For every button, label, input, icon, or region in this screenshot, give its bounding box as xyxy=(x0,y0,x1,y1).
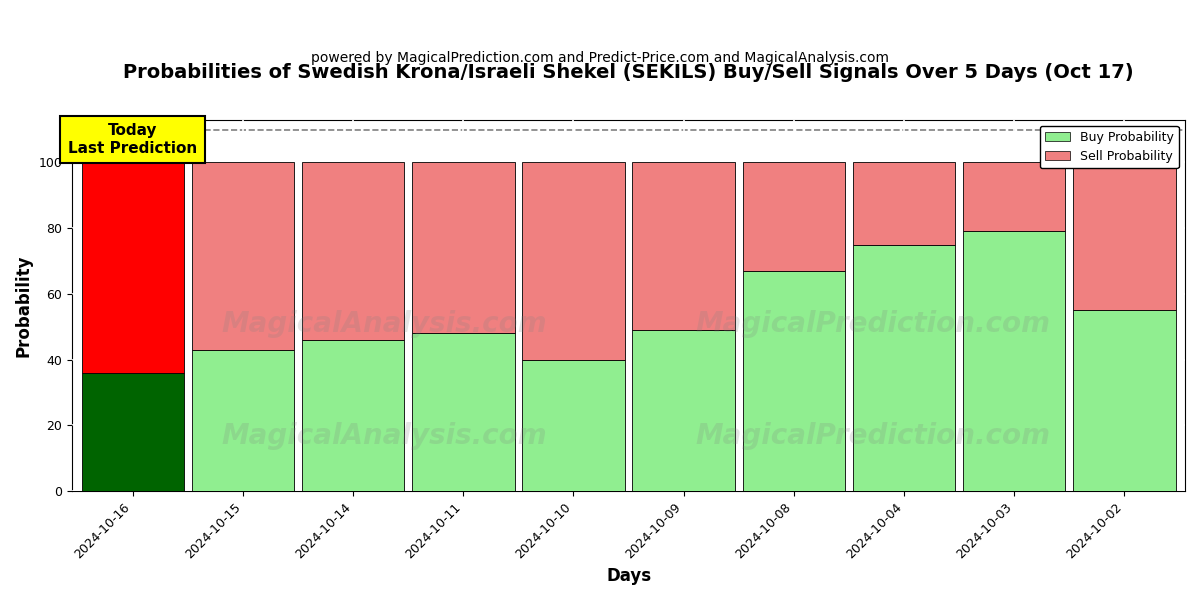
Text: Today
Last Prediction: Today Last Prediction xyxy=(68,123,197,155)
Legend: Buy Probability, Sell Probability: Buy Probability, Sell Probability xyxy=(1040,126,1178,168)
Bar xyxy=(192,350,294,491)
Text: MagicalPrediction.com: MagicalPrediction.com xyxy=(696,422,1051,449)
Bar xyxy=(82,373,184,491)
Bar xyxy=(853,163,955,245)
Bar xyxy=(632,330,734,491)
Bar xyxy=(853,245,955,491)
Text: MagicalAnalysis.com: MagicalAnalysis.com xyxy=(221,422,546,449)
Bar xyxy=(302,340,404,491)
Text: powered by MagicalPrediction.com and Predict-Price.com and MagicalAnalysis.com: powered by MagicalPrediction.com and Pre… xyxy=(311,51,889,65)
Bar xyxy=(632,163,734,330)
X-axis label: Days: Days xyxy=(606,567,652,585)
Bar xyxy=(82,163,184,373)
Text: MagicalAnalysis.com: MagicalAnalysis.com xyxy=(221,310,546,338)
Bar xyxy=(412,334,515,491)
Bar xyxy=(412,163,515,334)
Text: MagicalPrediction.com: MagicalPrediction.com xyxy=(696,310,1051,338)
Bar xyxy=(743,163,845,271)
Bar xyxy=(522,163,625,360)
Y-axis label: Probability: Probability xyxy=(16,254,34,357)
Bar xyxy=(1073,163,1176,310)
Bar xyxy=(192,163,294,350)
Bar xyxy=(743,271,845,491)
Bar xyxy=(522,360,625,491)
Bar xyxy=(302,163,404,340)
Bar xyxy=(962,163,1066,232)
Title: Probabilities of Swedish Krona/Israeli Shekel (SEKILS) Buy/Sell Signals Over 5 D: Probabilities of Swedish Krona/Israeli S… xyxy=(124,63,1134,82)
Bar xyxy=(1073,310,1176,491)
Bar xyxy=(962,232,1066,491)
